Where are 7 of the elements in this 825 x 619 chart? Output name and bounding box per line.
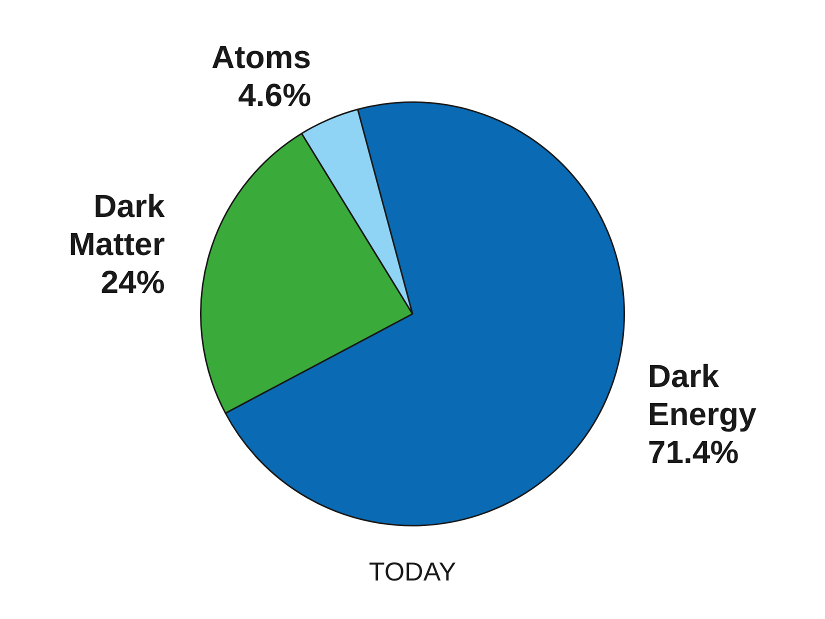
data-label: 4.6% — [238, 76, 312, 113]
text: TODAY — [368, 556, 456, 587]
data-label: 24% — [100, 264, 165, 300]
data-label: 71.4% — [648, 434, 739, 470]
slice-label: Dark Matter — [68, 188, 165, 262]
slice-label: Atoms — [211, 38, 312, 75]
slice-label: Dark Energy — [648, 358, 757, 432]
